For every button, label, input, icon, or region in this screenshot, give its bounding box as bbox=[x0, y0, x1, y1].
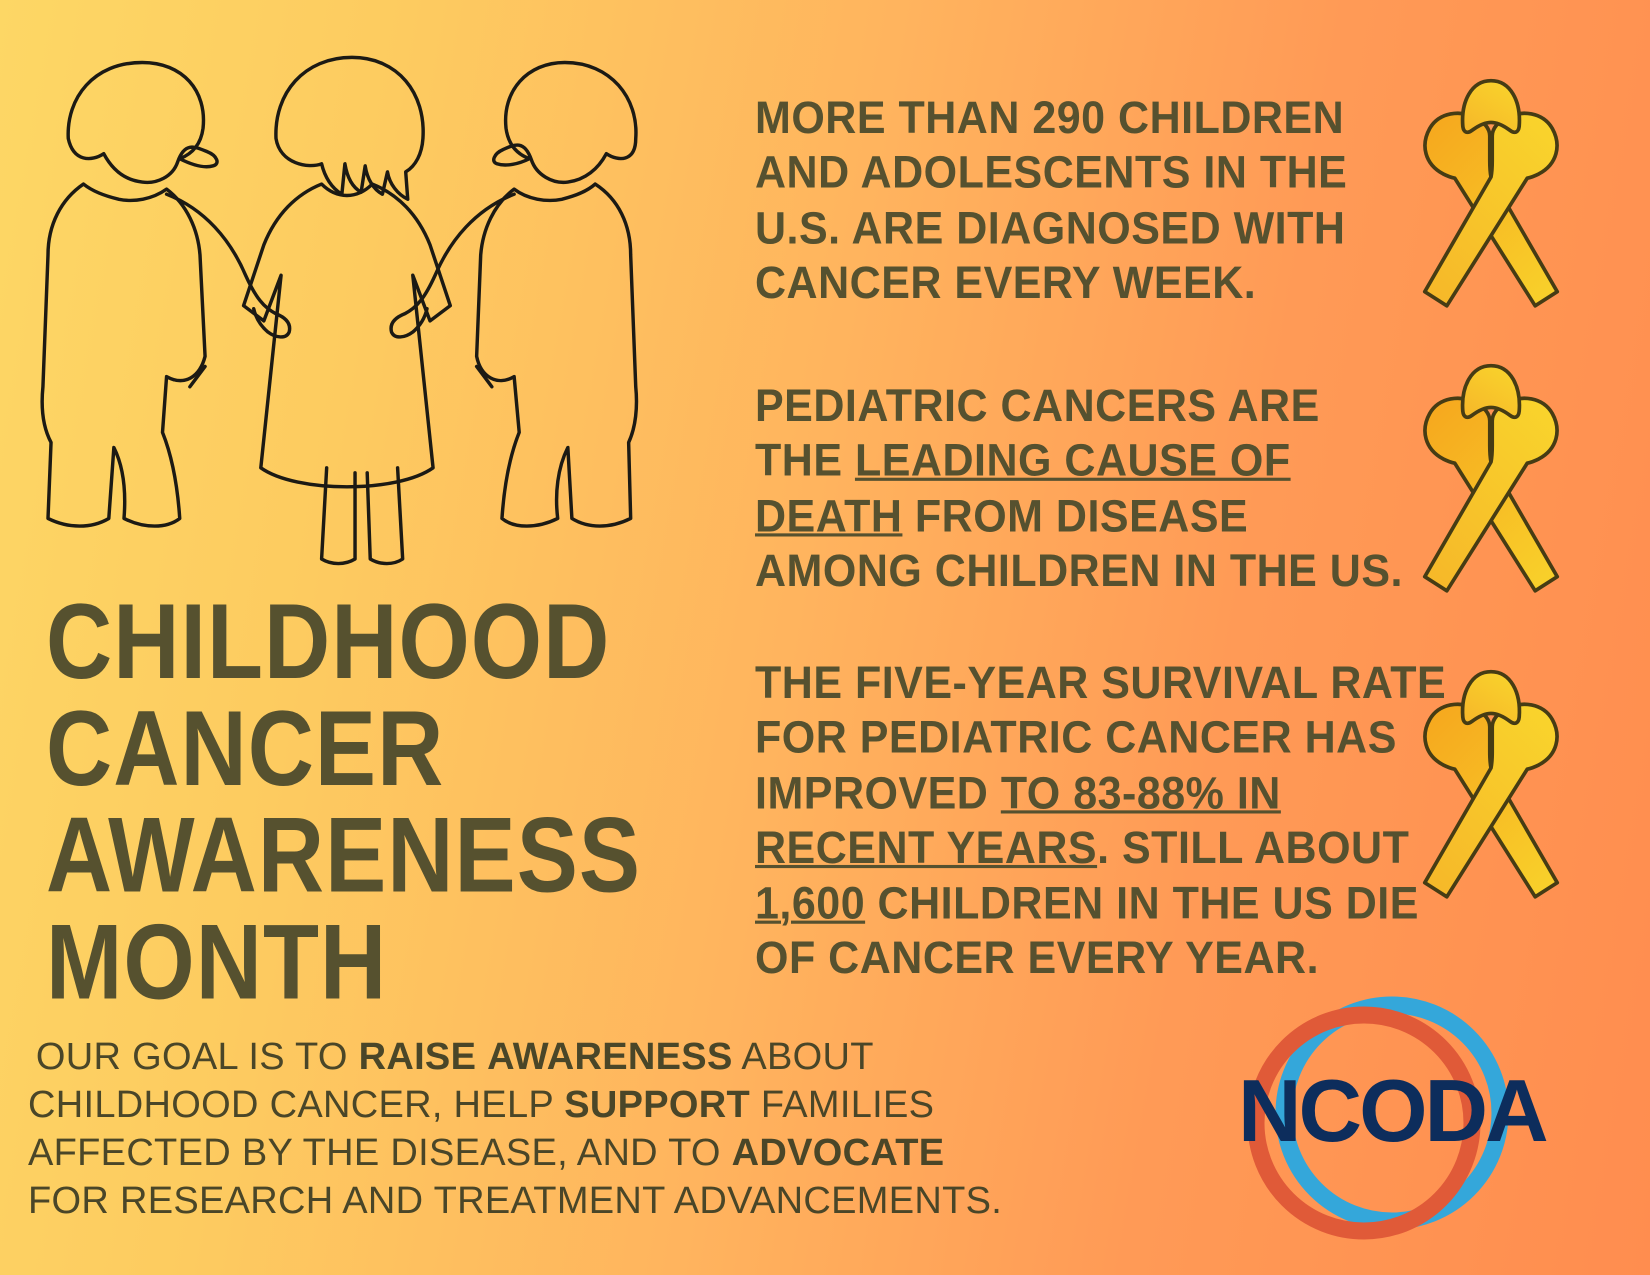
svg-text:NCODA: NCODA bbox=[1238, 1061, 1547, 1160]
